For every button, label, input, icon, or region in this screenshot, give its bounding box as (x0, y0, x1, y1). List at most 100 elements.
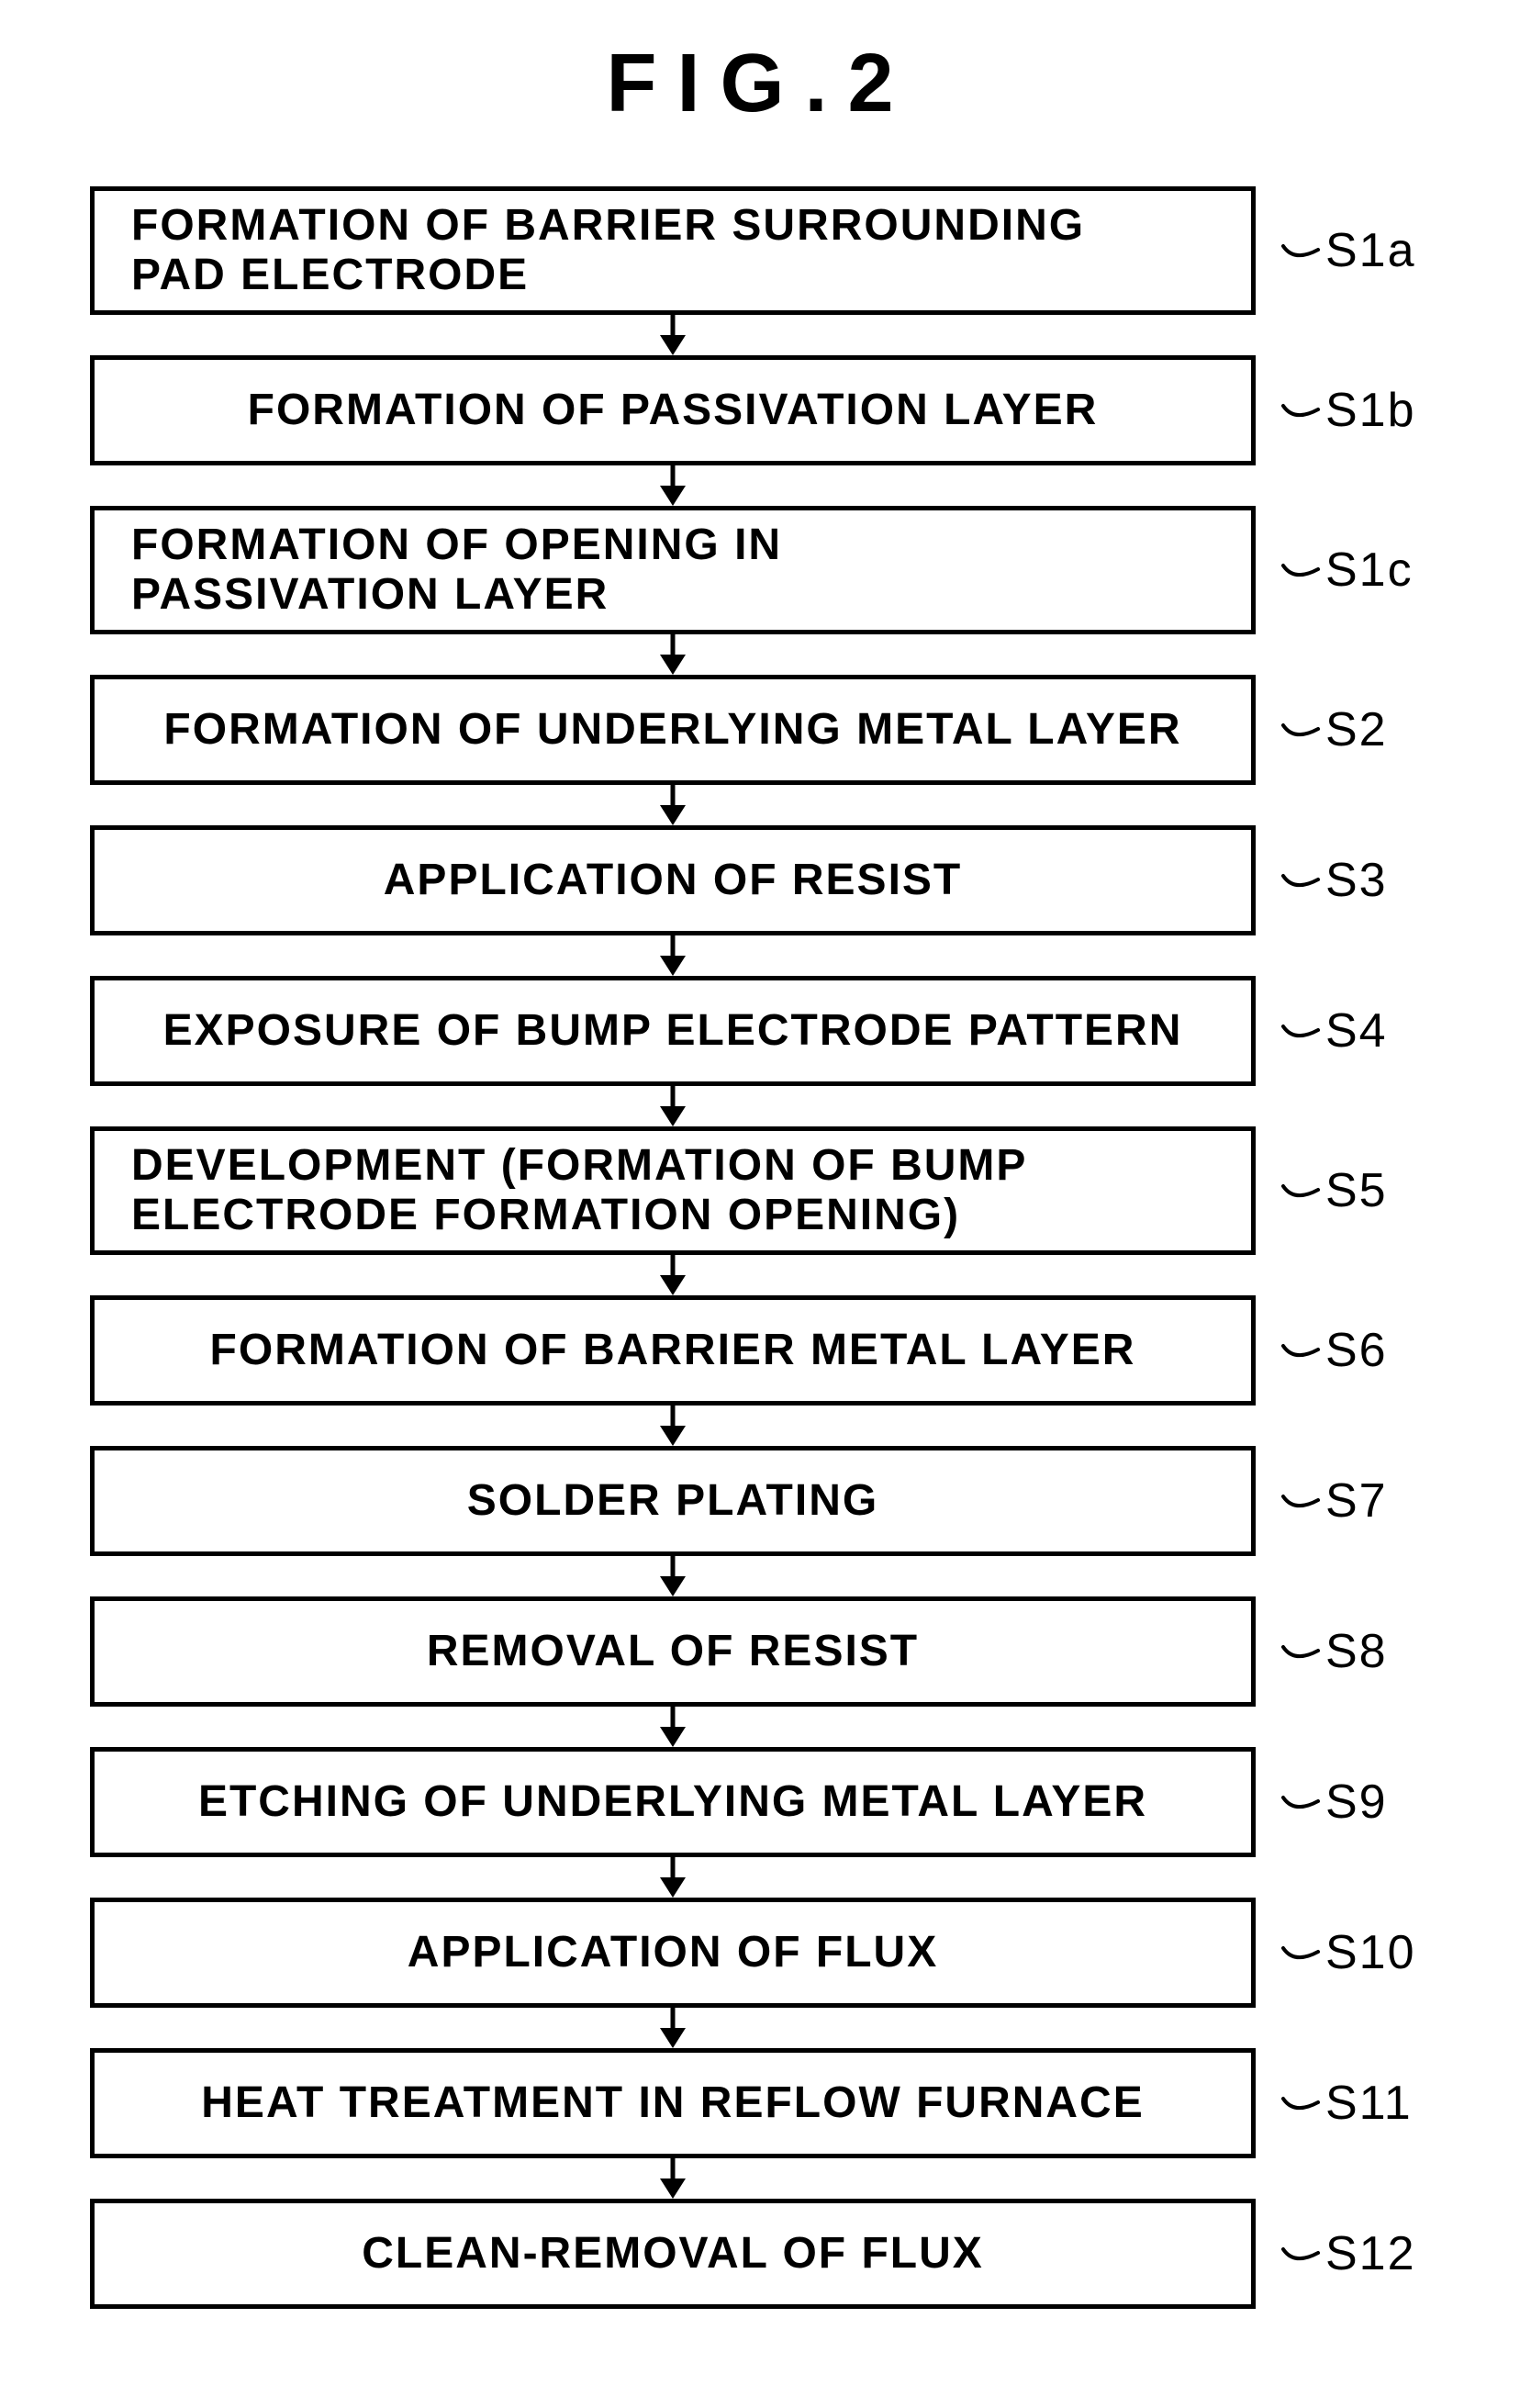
flow-step-row: HEAT TREATMENT IN REFLOW FURNACE S11 (90, 2048, 1430, 2158)
flow-arrow (90, 1857, 1256, 1898)
flow-step-id: S1b (1325, 383, 1416, 438)
flow-step-text: APPLICATION OF RESIST (131, 856, 1214, 905)
flow-step-box: FORMATION OF UNDERLYING METAL LAYER (90, 675, 1256, 785)
flow-step-text: HEAT TREATMENT IN REFLOW FURNACE (131, 2078, 1214, 2128)
flow-step-text: REMOVAL OF RESIST (131, 1627, 1214, 1676)
flowchart: FORMATION OF BARRIER SURROUNDINGPAD ELEC… (90, 186, 1430, 2309)
flow-step-row: FORMATION OF UNDERLYING METAL LAYER S2 (90, 675, 1430, 785)
flow-arrow (90, 1707, 1256, 1747)
flow-step-box: CLEAN-REMOVAL OF FLUX (90, 2199, 1256, 2309)
connector-hook-icon (1281, 1337, 1320, 1364)
flow-step-label-area: S1c (1256, 543, 1414, 598)
flow-step-box: APPLICATION OF FLUX (90, 1898, 1256, 2008)
arrow-down-icon (654, 1556, 691, 1596)
flow-step-id: S4 (1325, 1003, 1388, 1058)
connector-hook-icon (1281, 556, 1320, 584)
flow-step-id: S2 (1325, 702, 1388, 757)
flow-step-row: CLEAN-REMOVAL OF FLUX S12 (90, 2199, 1430, 2309)
flow-step-row: APPLICATION OF FLUX S10 (90, 1898, 1430, 2008)
flow-arrow (90, 1255, 1256, 1295)
flow-step-row: FORMATION OF PASSIVATION LAYER S1b (90, 355, 1430, 465)
flow-step-label-area: S5 (1256, 1163, 1388, 1218)
flow-step-id: S6 (1325, 1323, 1388, 1378)
flow-step-id: S11 (1325, 2076, 1413, 2131)
flow-arrow (90, 1556, 1256, 1596)
flow-step-box: ETCHING OF UNDERLYING METAL LAYER (90, 1747, 1256, 1857)
flow-arrow (90, 634, 1256, 675)
flow-arrow (90, 935, 1256, 976)
flow-step-id: S1a (1325, 223, 1416, 278)
flow-step-box: FORMATION OF BARRIER METAL LAYER (90, 1295, 1256, 1406)
connector-hook-icon (1281, 1788, 1320, 1816)
flow-step-label-area: S7 (1256, 1473, 1388, 1529)
flow-step-box: EXPOSURE OF BUMP ELECTRODE PATTERN (90, 976, 1256, 1086)
flow-step-box: APPLICATION OF RESIST (90, 825, 1256, 935)
arrow-down-icon (654, 1857, 691, 1898)
flow-step-text: ETCHING OF UNDERLYING METAL LAYER (131, 1777, 1214, 1827)
flow-step-box: DEVELOPMENT (FORMATION OF BUMPELECTRODE … (90, 1126, 1256, 1255)
connector-hook-icon (1281, 867, 1320, 894)
flow-step-label-area: S11 (1256, 2076, 1413, 2131)
arrow-down-icon (654, 785, 691, 825)
flow-step-id: S3 (1325, 853, 1388, 908)
flow-step-text: PAD ELECTRODE (131, 251, 1214, 300)
flow-step-row: FORMATION OF BARRIER SURROUNDINGPAD ELEC… (90, 186, 1430, 315)
arrow-down-icon (654, 1255, 691, 1295)
flow-step-label-area: S6 (1256, 1323, 1388, 1378)
flow-arrow (90, 465, 1256, 506)
flow-step-box: FORMATION OF OPENING INPASSIVATION LAYER (90, 506, 1256, 634)
flow-step-id: S10 (1325, 1925, 1416, 1980)
flow-step-box: REMOVAL OF RESIST (90, 1596, 1256, 1707)
flow-step-text: PASSIVATION LAYER (131, 570, 1214, 620)
arrow-down-icon (654, 1707, 691, 1747)
connector-hook-icon (1281, 1939, 1320, 1966)
flow-arrow (90, 2158, 1256, 2199)
arrow-down-icon (654, 935, 691, 976)
flow-step-text: APPLICATION OF FLUX (131, 1928, 1214, 1977)
flow-step-text: SOLDER PLATING (131, 1476, 1214, 1526)
flow-step-row: FORMATION OF OPENING INPASSIVATION LAYER… (90, 506, 1430, 634)
arrow-down-icon (654, 1406, 691, 1446)
flow-step-text: FORMATION OF OPENING IN (131, 521, 1214, 570)
flow-arrow (90, 2008, 1256, 2048)
flow-step-box: HEAT TREATMENT IN REFLOW FURNACE (90, 2048, 1256, 2158)
flow-arrow (90, 1406, 1256, 1446)
flow-arrow (90, 1086, 1256, 1126)
flow-step-box: FORMATION OF PASSIVATION LAYER (90, 355, 1256, 465)
flow-arrow (90, 785, 1256, 825)
figure-title: FIG.2 (0, 37, 1520, 131)
flow-step-text: EXPOSURE OF BUMP ELECTRODE PATTERN (131, 1006, 1214, 1056)
flow-step-row: EXPOSURE OF BUMP ELECTRODE PATTERN S4 (90, 976, 1430, 1086)
flow-step-label-area: S12 (1256, 2226, 1416, 2281)
flow-step-row: ETCHING OF UNDERLYING METAL LAYER S9 (90, 1747, 1430, 1857)
flow-step-id: S8 (1325, 1624, 1388, 1679)
flow-step-label-area: S1a (1256, 223, 1416, 278)
flow-step-id: S12 (1325, 2226, 1416, 2281)
arrow-down-icon (654, 1086, 691, 1126)
arrow-down-icon (654, 465, 691, 506)
connector-hook-icon (1281, 1487, 1320, 1515)
flow-step-row: SOLDER PLATING S7 (90, 1446, 1430, 1556)
figure-page: FIG.2 FORMATION OF BARRIER SURROUNDINGPA… (0, 0, 1520, 2364)
flow-step-label-area: S1b (1256, 383, 1416, 438)
flow-step-text: ELECTRODE FORMATION OPENING) (131, 1191, 1214, 1240)
flow-step-row: DEVELOPMENT (FORMATION OF BUMPELECTRODE … (90, 1126, 1430, 1255)
connector-hook-icon (1281, 1177, 1320, 1204)
connector-hook-icon (1281, 1638, 1320, 1665)
flow-step-label-area: S8 (1256, 1624, 1388, 1679)
connector-hook-icon (1281, 397, 1320, 424)
connector-hook-icon (1281, 1017, 1320, 1045)
arrow-down-icon (654, 634, 691, 675)
flow-step-id: S9 (1325, 1775, 1388, 1830)
arrow-down-icon (654, 2158, 691, 2199)
flow-step-row: REMOVAL OF RESIST S8 (90, 1596, 1430, 1707)
flow-step-text: CLEAN-REMOVAL OF FLUX (131, 2229, 1214, 2279)
connector-hook-icon (1281, 2240, 1320, 2268)
flow-step-text: DEVELOPMENT (FORMATION OF BUMP (131, 1141, 1214, 1191)
flow-arrow (90, 315, 1256, 355)
flow-step-text: FORMATION OF UNDERLYING METAL LAYER (131, 705, 1214, 755)
flow-step-row: FORMATION OF BARRIER METAL LAYER S6 (90, 1295, 1430, 1406)
flow-step-box: FORMATION OF BARRIER SURROUNDINGPAD ELEC… (90, 186, 1256, 315)
flow-step-label-area: S10 (1256, 1925, 1416, 1980)
flow-step-label-area: S9 (1256, 1775, 1388, 1830)
